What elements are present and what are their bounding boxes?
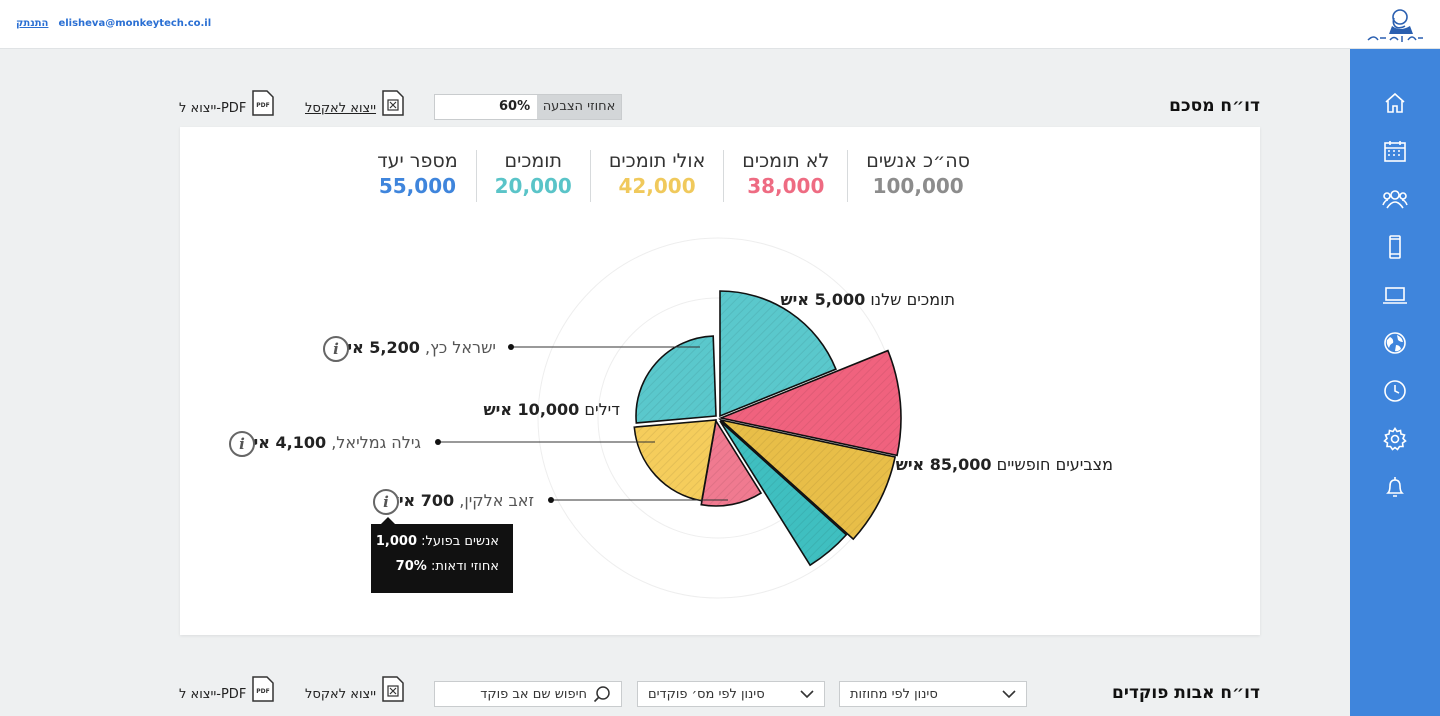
excel-file-icon bbox=[382, 675, 404, 702]
label-free-voters-value: 85,000 איש bbox=[895, 455, 992, 474]
search-icon bbox=[593, 686, 610, 703]
chevron-down-icon bbox=[1002, 690, 1016, 699]
stat-maybe-supporters-label: אולי תומכים bbox=[608, 150, 706, 172]
callout-dot-2 bbox=[435, 439, 441, 445]
callout-name-3: זאב אלקין, bbox=[459, 491, 534, 510]
user-email: elisheva@monkeytech.co.il bbox=[58, 18, 212, 29]
region-filter-label: סינון לפי מחוזות bbox=[850, 686, 938, 702]
info-icon[interactable]: i bbox=[373, 489, 399, 515]
top-bar: התנתק elisheva@monkeytech.co.il bbox=[0, 0, 1440, 49]
pie-slice-texture bbox=[634, 420, 716, 501]
globe-icon[interactable] bbox=[1381, 329, 1409, 357]
callout-text-2: גילה גמליאל, 4,100 איש bbox=[241, 433, 421, 452]
count-filter-select[interactable]: סינון לפי מס׳ פוקדים bbox=[637, 681, 825, 707]
chevron-down-icon bbox=[800, 690, 814, 699]
pdf-file-icon: PDF bbox=[252, 89, 275, 116]
tooltip-line-1-value: 1,000 bbox=[375, 534, 417, 549]
bell-icon[interactable] bbox=[1381, 473, 1409, 501]
stat-target-label: מספר יעד bbox=[377, 150, 458, 172]
stats-row: סה״כ אנשים 100,000 לא תומכים 38,000 אולי… bbox=[359, 150, 988, 202]
stat-supporters-label: תומכים bbox=[504, 150, 562, 172]
home-icon[interactable] bbox=[1381, 89, 1409, 117]
tooltip-line-2-label: אחוזי ודאות: bbox=[430, 559, 499, 574]
tooltip-line-2-value: 70% bbox=[395, 559, 427, 574]
svg-text:PDF: PDF bbox=[257, 102, 270, 109]
count-filter-label: סינון לפי מס׳ פוקדים bbox=[648, 686, 765, 702]
label-deals: דילים 10,000 איש bbox=[483, 400, 620, 419]
stat-supporters-value: 20,000 bbox=[494, 174, 572, 198]
commander-search-input[interactable]: חיפוש שם אב פוקד bbox=[434, 681, 622, 707]
label-supporters-name: תומכים שלנו bbox=[870, 290, 955, 309]
label-free-voters-name: מצביעים חופשיים bbox=[996, 455, 1113, 474]
pie-slice-texture bbox=[636, 336, 716, 423]
laptop-icon[interactable] bbox=[1381, 281, 1409, 309]
vote-percentage-label: אחוזי הצבעה bbox=[537, 95, 621, 119]
sidebar bbox=[1350, 49, 1440, 716]
pie-slice-texture bbox=[720, 291, 836, 416]
svg-text:PDF: PDF bbox=[257, 688, 270, 695]
commanders-export-pdf-label[interactable]: ייצוא ל-PDF bbox=[179, 687, 247, 702]
gear-icon[interactable] bbox=[1381, 425, 1409, 453]
users-icon[interactable] bbox=[1381, 185, 1409, 213]
stat-target-value: 55,000 bbox=[378, 174, 457, 198]
label-supporters-value: 5,000 איש bbox=[780, 290, 866, 309]
callout-text-3: זאב אלקין, 700 איש bbox=[387, 491, 534, 510]
info-icon[interactable]: i bbox=[229, 431, 255, 457]
stat-non-supporters-label: לא תומכים bbox=[742, 150, 830, 172]
callout-name-1: ישראל כץ, bbox=[425, 338, 496, 357]
callout-name-2: גילה גמליאל, bbox=[331, 433, 421, 452]
export-pdf-button[interactable]: ייצוא ל-PDF PDF bbox=[179, 89, 275, 116]
tooltip-line-1-label: אנשים בפועל: bbox=[421, 534, 499, 549]
top-links: התנתק elisheva@monkeytech.co.il bbox=[16, 18, 211, 29]
tooltip-line-2: אחוזי ודאות: 70% bbox=[371, 559, 499, 574]
callout-text-1: ישראל כץ, 5,200 איש bbox=[335, 338, 496, 357]
stat-total-label: סה״כ אנשים bbox=[866, 150, 970, 172]
excel-file-icon bbox=[382, 89, 404, 116]
pie-slice-texture bbox=[701, 421, 762, 506]
pie-slice-texture bbox=[721, 350, 902, 456]
export-pdf-label[interactable]: ייצוא ל-PDF bbox=[179, 101, 247, 116]
commander-search-placeholder: חיפוש שם אב פוקד bbox=[480, 686, 587, 702]
stat-non-supporters: לא תומכים 38,000 bbox=[723, 150, 847, 202]
label-deals-name: דילים bbox=[584, 400, 620, 419]
callout-dot-1 bbox=[508, 344, 514, 350]
vote-percentage-value[interactable]: 60% bbox=[499, 99, 531, 114]
info-tooltip: אנשים בפועל: 1,000 אחוזי ודאות: 70% bbox=[371, 517, 513, 593]
vote-percentage-field[interactable]: 60% אחוזי הצבעה bbox=[434, 94, 622, 120]
pdf-file-icon: PDF bbox=[252, 675, 275, 702]
stat-maybe-supporters-value: 42,000 bbox=[618, 174, 696, 198]
label-deals-value: 10,000 איש bbox=[483, 400, 580, 419]
pie-slice-texture bbox=[720, 421, 847, 566]
commanders-export-pdf-button[interactable]: ייצוא ל-PDF PDF bbox=[179, 675, 275, 702]
label-free-voters: מצביעים חופשיים 85,000 איש bbox=[896, 455, 1113, 474]
stat-supporters: תומכים 20,000 bbox=[475, 150, 590, 202]
stat-total-value: 100,000 bbox=[872, 174, 964, 198]
stat-maybe-supporters: אולי תומכים 42,000 bbox=[589, 150, 723, 202]
pie-slice-texture bbox=[721, 420, 896, 540]
label-supporters: תומכים שלנו 5,000 איש bbox=[781, 290, 955, 309]
brand-logo bbox=[1367, 9, 1423, 42]
stat-total: סה״כ אנשים 100,000 bbox=[847, 150, 988, 202]
callout-dot-3 bbox=[548, 497, 554, 503]
mobile-icon[interactable] bbox=[1381, 233, 1409, 261]
info-icon[interactable]: i bbox=[323, 336, 349, 362]
export-excel-button[interactable]: ייצוא לאקסל bbox=[305, 89, 404, 116]
summary-title: דו״ח מסכם bbox=[1169, 96, 1260, 116]
commanders-export-excel-button[interactable]: ייצוא לאקסל bbox=[305, 675, 404, 702]
commanders-export-excel-label[interactable]: ייצוא לאקסל bbox=[305, 687, 377, 702]
stat-target: מספר יעד 55,000 bbox=[359, 150, 475, 202]
clock-icon[interactable] bbox=[1381, 377, 1409, 405]
export-excel-label[interactable]: ייצוא לאקסל bbox=[305, 101, 377, 116]
stat-non-supporters-value: 38,000 bbox=[747, 174, 825, 198]
logout-link[interactable]: התנתק bbox=[16, 18, 49, 29]
tooltip-line-1: אנשים בפועל: 1,000 bbox=[371, 534, 499, 549]
commanders-title: דו״ח אבות פוקדים bbox=[1112, 683, 1260, 703]
region-filter-select[interactable]: סינון לפי מחוזות bbox=[839, 681, 1027, 707]
calendar-icon[interactable] bbox=[1381, 137, 1409, 165]
